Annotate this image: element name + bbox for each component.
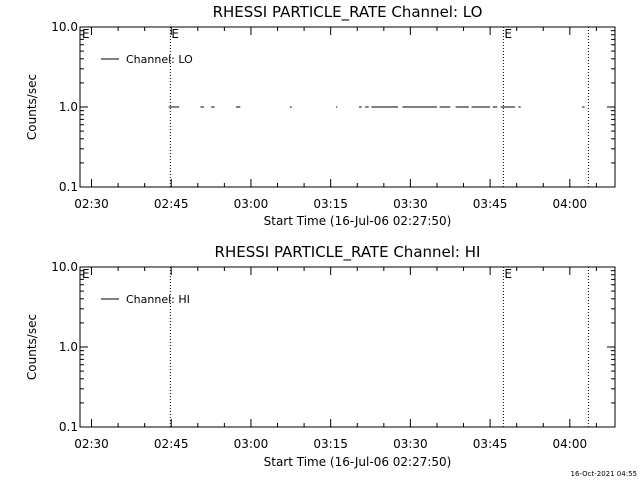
footer-stamp: 16-Oct-2021 04:55 bbox=[570, 470, 637, 478]
plot-frame bbox=[79, 26, 616, 188]
x-tick-label: 03:45 bbox=[473, 197, 508, 211]
x-tick-label: 02:45 bbox=[154, 197, 189, 211]
x-tick-label: 03:45 bbox=[473, 437, 508, 451]
corner-marker-label: E bbox=[82, 27, 90, 41]
x-tick-label: 03:15 bbox=[313, 197, 348, 211]
x-tick-label: 03:30 bbox=[393, 437, 428, 451]
x-tick-label: 03:00 bbox=[234, 197, 269, 211]
y-tick-label: 10.0 bbox=[51, 260, 78, 274]
y-tick-label: 0.1 bbox=[59, 180, 78, 194]
chart-panel-2: RHESSI PARTICLE_RATE Channel: HI 02:30 02:… bbox=[25, 243, 616, 469]
x-tick-label: 02:30 bbox=[74, 437, 109, 451]
legend-entry: Channel: HI bbox=[126, 293, 190, 306]
y-tick-label: 0.1 bbox=[59, 420, 78, 434]
event-marker-label: E bbox=[171, 27, 179, 41]
x-tick-label: 02:45 bbox=[154, 437, 189, 451]
x-tick-label: 04:00 bbox=[553, 437, 588, 451]
x-tick-label: 03:00 bbox=[234, 437, 269, 451]
plot-frame bbox=[79, 266, 616, 428]
chart-title: RHESSI PARTICLE_RATE Channel: LO bbox=[213, 3, 483, 22]
event-marker-label: E bbox=[504, 267, 512, 281]
legend-entry: Channel: LO bbox=[126, 53, 193, 66]
x-axis-label: Start Time (16-Jul-06 02:27:50) bbox=[264, 455, 452, 469]
y-axis-label: Counts/sec bbox=[25, 314, 39, 380]
y-tick-label: 1.0 bbox=[59, 340, 78, 354]
x-axis-label: Start Time (16-Jul-06 02:27:50) bbox=[264, 214, 452, 228]
chart-panel-1: RHESSI PARTICLE_RATE Channel: LO 02:30 02:… bbox=[25, 3, 616, 228]
y-axis-label: Counts/sec bbox=[25, 74, 39, 140]
corner-marker-label: E bbox=[82, 267, 90, 281]
x-tick-label: 03:15 bbox=[313, 437, 348, 451]
x-tick-label: 04:00 bbox=[553, 197, 588, 211]
x-tick-label: 02:30 bbox=[74, 197, 109, 211]
x-tick-label: 03:30 bbox=[393, 197, 428, 211]
y-tick-label: 1.0 bbox=[59, 100, 78, 114]
event-marker-label: E bbox=[504, 27, 512, 41]
chart-title: RHESSI PARTICLE_RATE Channel: HI bbox=[215, 243, 481, 262]
y-tick-label: 10.0 bbox=[51, 20, 78, 34]
